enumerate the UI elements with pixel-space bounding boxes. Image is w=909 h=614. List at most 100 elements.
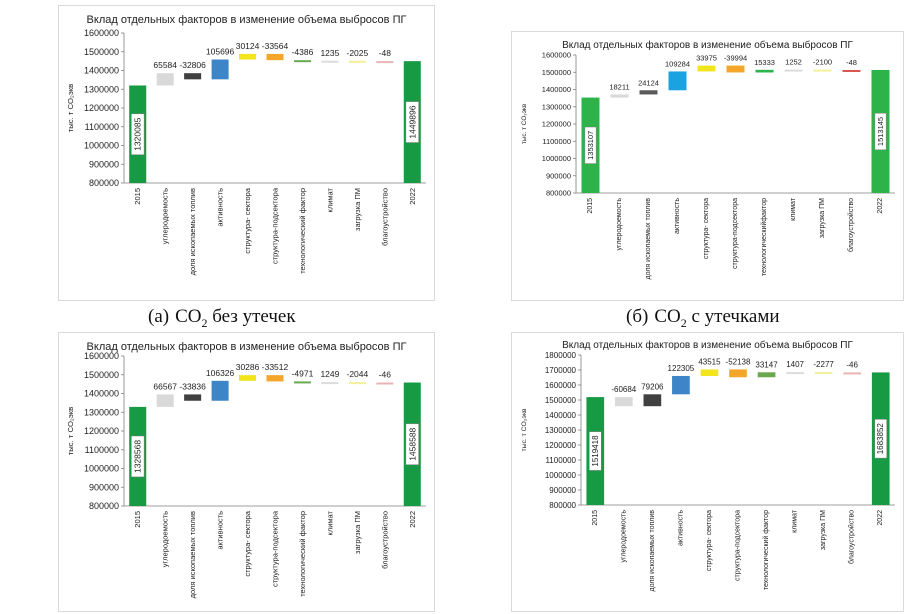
data-label-box <box>874 419 887 459</box>
data-label: -2044 <box>346 369 368 379</box>
category-label: 2015 <box>587 198 594 214</box>
data-label-box <box>131 113 145 155</box>
category-label: климат <box>790 197 797 221</box>
category-label: 2022 <box>408 188 417 205</box>
y-tick-label: 800000 <box>89 501 119 511</box>
y-tick-label: 1000000 <box>542 154 571 163</box>
waterfall-bar <box>239 375 257 381</box>
waterfall-bar <box>755 69 774 73</box>
y-tick-label: 800000 <box>549 501 576 510</box>
waterfall-bar <box>729 369 747 378</box>
waterfall-bar <box>156 394 174 407</box>
chart-panel-b: Вклад отдельных факторов в изменение объ… <box>511 31 904 301</box>
y-tick-label: 1800000 <box>545 351 577 360</box>
category-label: активность <box>216 188 225 227</box>
data-label-box <box>589 431 602 471</box>
y-tick-label: 1200000 <box>542 120 571 129</box>
data-label: 1683852 <box>876 423 885 455</box>
waterfall-bar <box>639 90 658 95</box>
category-label: углеродоемость <box>620 510 627 563</box>
data-label: 33147 <box>755 360 778 369</box>
data-label: 1353107 <box>586 131 595 160</box>
data-label: 1249 <box>320 369 339 379</box>
data-label: 79206 <box>641 382 664 391</box>
category-label: доля ископаемых топлив <box>649 510 656 592</box>
y-tick-label: 1100000 <box>542 137 571 146</box>
caption-b: (б) CO2 с утечками <box>626 306 780 331</box>
category-label: 2015 <box>133 511 142 528</box>
caption-label: (а) <box>148 306 170 327</box>
waterfall-bar <box>348 382 366 385</box>
waterfall-bar <box>321 382 339 385</box>
caption-text: без утечек <box>207 306 296 327</box>
data-label: -33836 <box>179 381 206 391</box>
data-label: 1235 <box>320 48 339 58</box>
caption-subscript: 2 <box>680 315 687 330</box>
data-label: 33975 <box>696 54 717 63</box>
y-tick-label: 1700000 <box>545 366 577 375</box>
data-label: -33564 <box>262 41 289 51</box>
category-label: загрузка ПМ <box>353 511 362 554</box>
y-tick-label: 900000 <box>89 159 119 169</box>
data-label: -2100 <box>813 58 832 67</box>
y-tick-label: 900000 <box>89 482 119 492</box>
y-tick-label: 800000 <box>89 178 119 188</box>
waterfall-bar <box>376 61 394 64</box>
waterfall-bar <box>643 394 662 407</box>
caption-gas: CO <box>654 306 681 327</box>
y-tick-label: 1600000 <box>545 381 577 390</box>
data-label: 109284 <box>665 59 690 68</box>
y-tick-label: 1400000 <box>545 411 577 420</box>
data-label: 24124 <box>638 78 659 87</box>
category-label: 2015 <box>592 510 599 526</box>
waterfall-bar <box>266 375 284 382</box>
caption-gas: CO <box>175 306 202 327</box>
data-label-box <box>584 126 597 164</box>
category-label: структура-подсектора <box>735 510 742 581</box>
waterfall-chart-c: 800000 900000 1000000 1100000 1200000 1300000… <box>66 351 426 598</box>
data-label: 1252 <box>785 58 802 67</box>
category-label: структура-подсектора <box>271 187 280 264</box>
waterfall-bar <box>293 60 311 63</box>
waterfall-bar <box>672 375 690 395</box>
data-label-box <box>874 112 887 151</box>
waterfall-bar <box>293 381 311 384</box>
category-label: загрузка ПМ <box>819 198 826 238</box>
waterfall-bar <box>376 382 394 385</box>
category-label: климат <box>792 509 799 533</box>
data-label: 66567 <box>153 381 177 391</box>
y-tick-label: 1500000 <box>542 68 571 77</box>
waterfall-bar <box>184 73 202 80</box>
y-tick-label: 1600000 <box>84 351 119 361</box>
waterfall-bar <box>614 397 633 407</box>
waterfall-bar <box>610 94 629 98</box>
waterfall-bar <box>266 53 284 61</box>
y-tick-label: 900000 <box>549 486 576 495</box>
waterfall-bar <box>239 53 257 60</box>
chart-panel-a: Вклад отдельных факторов в изменение объ… <box>58 5 435 301</box>
chart-panel-d: Вклад отдельных факторов в изменение объ… <box>511 332 904 612</box>
data-label-box <box>131 435 145 478</box>
waterfall-bar <box>211 380 229 401</box>
data-label-box <box>405 423 419 465</box>
y-tick-label: 900000 <box>546 171 571 180</box>
y-tick-label: 1100000 <box>545 456 576 465</box>
data-label: 1449896 <box>407 105 417 138</box>
y-tick-label: 1400000 <box>84 66 119 76</box>
waterfall-bar <box>700 369 719 376</box>
y-tick-label: 1100000 <box>85 445 119 455</box>
category-label: технологический фактор <box>298 511 307 597</box>
category-label: загрузка ПМ <box>353 188 362 231</box>
data-label: -32806 <box>179 60 206 70</box>
data-label: -39994 <box>724 54 747 63</box>
data-label: 122305 <box>668 364 695 373</box>
chart-title: Вклад отдельных факторов в изменение объ… <box>86 341 407 353</box>
category-label: 2022 <box>877 198 884 214</box>
data-label: -4971 <box>292 368 314 378</box>
y-tick-label: 1500000 <box>84 370 119 380</box>
y-tick-label: 1100000 <box>85 122 119 132</box>
data-label: 1407 <box>786 360 804 369</box>
y-axis-label: тыс. т CO₂экв <box>521 408 528 451</box>
y-tick-label: 1400000 <box>542 85 571 94</box>
waterfall-chart-a: 800000 900000 1000000 1100000 1200000 1300000… <box>66 28 426 275</box>
